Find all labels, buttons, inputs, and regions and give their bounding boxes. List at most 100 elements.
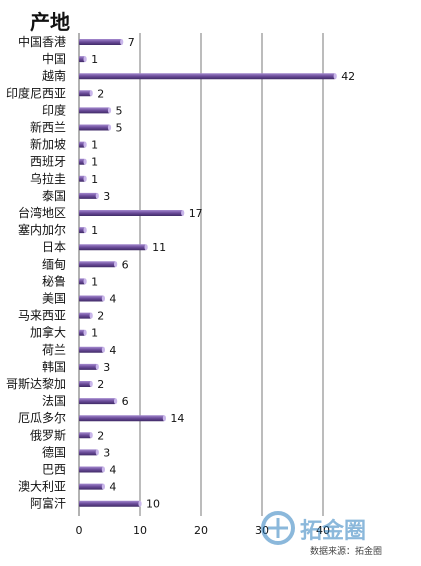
bar [79, 381, 92, 387]
data-label: 11 [152, 241, 166, 254]
bar [79, 363, 98, 370]
bar [79, 175, 86, 182]
data-label: 3 [103, 190, 110, 203]
data-label: 14 [170, 412, 184, 425]
bar-end-cap [101, 483, 105, 490]
bar-end-cap [114, 398, 118, 405]
x-tick-label: 10 [133, 524, 147, 537]
bar [79, 56, 86, 63]
data-label: 6 [122, 258, 129, 271]
data-label: 6 [122, 395, 129, 408]
bar [79, 107, 110, 114]
category-label: 秘鲁 [42, 274, 66, 288]
x-tick-label: 0 [76, 524, 83, 537]
bar [79, 192, 98, 199]
category-label: 厄瓜多尔 [18, 410, 66, 425]
data-label: 1 [91, 275, 98, 288]
bar-end-cap [138, 500, 142, 507]
category-label: 新加坡 [30, 137, 66, 152]
bar-end-cap [83, 227, 87, 234]
data-label: 42 [341, 70, 355, 83]
bar [79, 124, 110, 131]
bar-end-cap [89, 90, 93, 97]
bar [79, 398, 116, 405]
bar [79, 141, 86, 148]
bar [79, 346, 104, 353]
bar-end-cap [95, 449, 99, 456]
data-label: 4 [109, 464, 116, 477]
bar-end-cap [181, 210, 185, 216]
bar-end-cap [89, 381, 93, 387]
category-label: 阿富汗 [30, 496, 66, 511]
bar [79, 244, 147, 251]
data-label: 1 [91, 173, 98, 186]
category-label: 台湾地区 [18, 205, 66, 220]
bar [79, 483, 104, 490]
data-label: 3 [103, 361, 110, 374]
bar [79, 295, 104, 302]
bar-end-cap [107, 107, 112, 114]
data-label: 1 [91, 327, 98, 340]
bar [79, 432, 92, 439]
bar [79, 312, 92, 319]
data-label: 4 [109, 293, 116, 306]
data-label: 1 [91, 139, 98, 152]
data-label: 5 [116, 104, 123, 117]
bar [79, 90, 92, 97]
watermark-caption: 数据来源：拓金圈 [310, 547, 383, 557]
category-label: 越南 [42, 68, 66, 83]
bar [79, 210, 183, 216]
x-tick-label: 40 [316, 524, 330, 537]
x-tick-label: 20 [194, 524, 208, 537]
bar [79, 415, 165, 422]
data-label: 1 [91, 53, 98, 66]
data-label: 5 [116, 122, 123, 135]
bar-end-cap [101, 466, 105, 473]
bar-end-cap [89, 312, 93, 319]
bar [79, 158, 86, 165]
data-label: 17 [189, 207, 203, 220]
category-label: 俄罗斯 [30, 428, 66, 442]
data-label: 1 [91, 156, 98, 169]
category-label: 巴西 [42, 463, 66, 477]
category-label: 中国香港 [18, 34, 66, 49]
bar-end-cap [162, 415, 166, 422]
category-label: 西班牙 [30, 155, 66, 169]
bar [79, 500, 140, 507]
category-labels: 中国香港中国越南印度尼西亚印度新西兰新加坡西班牙乌拉圭泰国台湾地区塞内加尔日本缅… [6, 34, 66, 511]
category-label: 荷兰 [42, 343, 66, 357]
bar-end-cap [107, 124, 112, 131]
bar-end-cap [114, 261, 118, 268]
bar-end-cap [95, 363, 99, 370]
data-label: 2 [97, 87, 104, 100]
data-label: 2 [97, 310, 104, 323]
category-label: 澳大利亚 [18, 480, 66, 494]
data-label: 7 [128, 36, 135, 49]
category-label: 新西兰 [30, 120, 66, 135]
bar-end-cap [333, 73, 337, 80]
category-label: 日本 [42, 240, 66, 254]
bar-end-cap [83, 329, 87, 336]
category-label: 韩国 [42, 359, 66, 374]
bar-end-cap [83, 278, 87, 285]
data-label: 10 [146, 498, 160, 511]
bar-end-cap [89, 432, 93, 439]
bar [79, 73, 336, 80]
bar [79, 466, 104, 473]
bar-end-cap [144, 244, 148, 251]
category-label: 哥斯达黎加 [6, 377, 66, 391]
category-label: 乌拉圭 [30, 171, 66, 186]
bar [79, 227, 86, 234]
category-label: 缅甸 [42, 257, 66, 271]
data-label: 1 [91, 224, 98, 237]
category-label: 法国 [42, 394, 66, 408]
bar-end-cap [83, 56, 87, 63]
data-label: 2 [97, 429, 104, 442]
watermark-logo-text: 拓金圈 [300, 518, 366, 544]
bar-end-cap [101, 346, 105, 353]
bar [79, 261, 116, 268]
bar-end-cap [95, 192, 99, 199]
bar-end-cap [83, 158, 87, 165]
